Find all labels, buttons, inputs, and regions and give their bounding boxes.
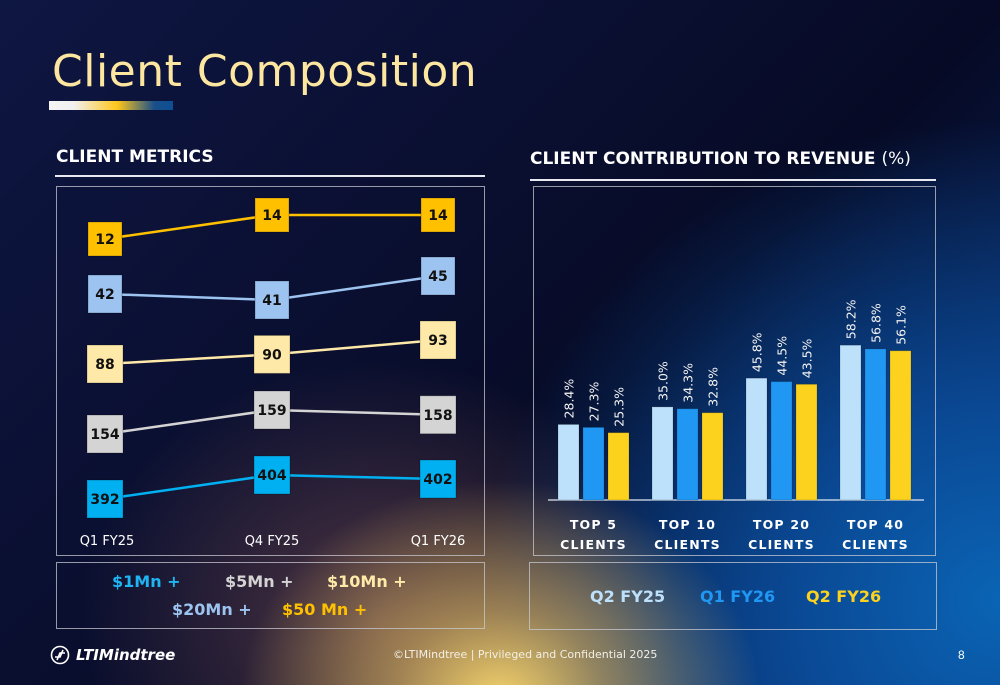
data-point-marker — [87, 274, 123, 314]
bar — [889, 350, 912, 501]
category-label: CLIENTS — [654, 537, 721, 552]
data-label: 154 — [90, 427, 119, 443]
data-label: 42 — [95, 287, 114, 303]
footer-logo: LTIMindtree — [50, 645, 175, 665]
bar — [770, 381, 793, 501]
legend-item: $1Mn + — [112, 572, 181, 591]
bar-data-label: 25.3% — [612, 387, 627, 427]
x-tick-label: Q1 FY25 — [80, 534, 135, 549]
client-metrics-line-chart: 12 14 14 42 41 45 88 90 93 154 159 158 392 404 402 Q1 F… — [80, 197, 466, 549]
bar-data-label: 44.5% — [775, 336, 790, 376]
bar-data-label: 27.3% — [587, 382, 602, 422]
data-label: 41 — [262, 293, 281, 309]
revenue-contribution-bar-chart: 28.4% 27.3% 25.3% TOP 5 CLIENTS 35.0% 34.3% 32.… — [548, 299, 924, 552]
category-label: CLIENTS — [560, 537, 627, 552]
category-label: TOP 5 — [570, 517, 617, 532]
data-point-marker — [253, 390, 291, 430]
category-label: CLIENTS — [748, 537, 815, 552]
bar-data-label: 58.2% — [844, 299, 859, 339]
revenue-contribution-legend: Q2 FY25 Q1 FY26 Q2 FY26 — [529, 562, 937, 630]
data-point-marker — [420, 256, 456, 296]
data-point-marker — [86, 479, 124, 519]
revenue-contribution-panel: 28.4% 27.3% 25.3% TOP 5 CLIENTS 35.0% 34.3% 32.… — [533, 186, 936, 556]
bar — [839, 344, 862, 501]
data-point-marker — [87, 221, 123, 257]
legend-item: $10Mn + — [327, 572, 407, 591]
page-number: 8 — [958, 648, 965, 662]
data-label: 90 — [262, 347, 282, 363]
line-series-2: 42 41 45 — [87, 256, 456, 320]
data-point-marker — [253, 455, 291, 495]
bar — [557, 423, 580, 501]
copyright-text: ©LTIMindtree | Privileged and Confidenti… — [393, 648, 658, 661]
legend-item: Q2 FY26 — [806, 587, 882, 606]
revenue-contribution-title: CLIENT CONTRIBUTION TO REVENUE — [530, 149, 876, 169]
bar — [745, 377, 768, 501]
data-point-marker — [419, 459, 457, 499]
bar-data-label: 56.8% — [869, 303, 884, 343]
data-label: 12 — [95, 232, 114, 248]
legend-item: Q2 FY25 — [590, 587, 666, 606]
data-label: 93 — [428, 333, 447, 349]
bar — [651, 406, 674, 501]
line-series-3: 88 90 93 — [86, 320, 457, 384]
line-series-4: 154 159 158 — [86, 390, 457, 454]
bar-data-label: 45.8% — [750, 332, 765, 372]
logo-text: LTIMindtree — [76, 646, 176, 664]
revenue-contribution-rule — [530, 179, 936, 181]
revenue-contribution-unit: (%) — [881, 149, 911, 169]
data-label: 159 — [257, 403, 286, 419]
data-label: 14 — [262, 208, 282, 224]
x-tick-label: Q4 FY25 — [245, 534, 300, 549]
data-label: 402 — [423, 472, 452, 488]
data-point-marker — [254, 197, 290, 233]
bar — [864, 348, 887, 501]
data-point-marker — [86, 414, 124, 454]
bar-data-label: 35.0% — [656, 361, 671, 401]
category-label: TOP 40 — [847, 517, 904, 532]
category-label: CLIENTS — [842, 537, 909, 552]
bar-data-label: 34.3% — [681, 363, 696, 403]
bar-data-label: 32.8% — [706, 367, 721, 407]
data-label: 88 — [95, 357, 114, 373]
legend-item: $5Mn + — [225, 572, 294, 591]
line-series-5: 392 404 402 — [86, 455, 457, 519]
data-point-marker — [254, 280, 290, 320]
category-label: TOP 10 — [659, 517, 716, 532]
bar — [676, 408, 699, 501]
bar — [701, 412, 724, 501]
data-point-marker — [419, 320, 457, 360]
lti-logo-icon — [50, 645, 70, 665]
bar-data-label: 56.1% — [894, 305, 909, 345]
bar — [795, 383, 818, 501]
data-label: 404 — [257, 468, 286, 484]
category-label: TOP 20 — [753, 517, 810, 532]
page-title: Client Composition — [52, 46, 478, 97]
legend-item: $50 Mn + — [282, 600, 368, 619]
bar — [607, 432, 630, 501]
data-label: 392 — [90, 492, 119, 508]
bar-data-label: 28.4% — [562, 379, 577, 419]
legend-item: Q1 FY26 — [700, 587, 776, 606]
bar — [582, 426, 605, 501]
data-point-marker — [419, 395, 457, 435]
data-point-marker — [253, 334, 291, 374]
x-tick-label: Q1 FY26 — [411, 534, 466, 549]
client-metrics-panel: 12 14 14 42 41 45 88 90 93 154 159 158 392 404 402 Q1 F… — [56, 186, 485, 556]
data-label: 14 — [428, 208, 448, 224]
line-series-1: 12 14 14 — [87, 197, 456, 257]
data-label: 158 — [423, 408, 452, 424]
client-metrics-heading: CLIENT METRICS — [56, 147, 214, 167]
client-metrics-rule — [55, 175, 485, 177]
legend-item: $20Mn + — [172, 600, 252, 619]
title-underline-accent — [49, 101, 173, 110]
data-point-marker — [420, 197, 456, 233]
client-metrics-legend: $1Mn + $5Mn + $10Mn + $20Mn + $50 Mn + — [56, 562, 485, 629]
bar-data-label: 43.5% — [800, 338, 815, 378]
data-point-marker — [86, 344, 124, 384]
revenue-contribution-heading: CLIENT CONTRIBUTION TO REVENUE (%) — [530, 149, 911, 169]
data-label: 45 — [428, 269, 447, 285]
